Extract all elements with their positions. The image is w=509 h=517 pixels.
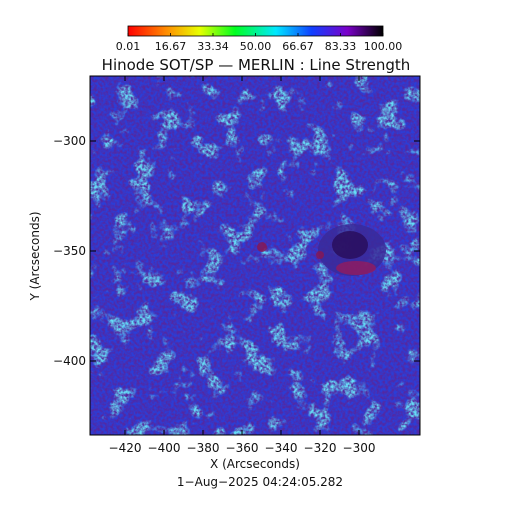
colorbar-tick-label: 16.67 [155, 40, 187, 53]
y-axis-ticks: −300 −350 −400 [53, 134, 420, 368]
x-tick-label: −400 [148, 441, 181, 455]
x-tick-label: −340 [265, 441, 298, 455]
y-tick-label: −300 [53, 134, 86, 148]
x-tick-label: −320 [304, 441, 337, 455]
sunspot-umbra [332, 231, 368, 259]
y-tick-label: −400 [53, 354, 86, 368]
x-axis-ticks: −420 −400 −380 −360 −340 −320 −300 [109, 76, 376, 455]
plot-title: Hinode SOT/SP — MERLIN : Line Strength [102, 56, 411, 74]
colorbar-tick-label: 83.33 [325, 40, 357, 53]
x-tick-label: −420 [109, 441, 142, 455]
pore-spot [257, 242, 267, 252]
x-tick-label: −300 [343, 441, 376, 455]
colorbar-tick-label: 100.00 [364, 40, 403, 53]
x-tick-label: −360 [226, 441, 259, 455]
colorbar-tick-label: 0.01 [116, 40, 141, 53]
y-axis-label: Y (Arcseconds) [28, 211, 42, 301]
x-axis-label: X (Arcseconds) [210, 457, 300, 471]
plot-frame [89, 75, 421, 436]
colorbar-tick-label: 33.34 [197, 40, 229, 53]
colorbar-tick-label: 66.67 [282, 40, 314, 53]
timestamp: 1−Aug−2025 04:24:05.282 [177, 475, 343, 489]
line-strength-map [90, 76, 420, 435]
colorbar-tick-labels: 0.01 16.67 33.34 50.00 66.67 83.33 100.00 [116, 33, 403, 53]
y-tick-label: −350 [53, 244, 86, 258]
pore-spot [316, 251, 324, 259]
x-tick-label: −380 [187, 441, 220, 455]
colorbar-tick-label: 50.00 [240, 40, 272, 53]
sunspot-red-rim [336, 261, 376, 275]
